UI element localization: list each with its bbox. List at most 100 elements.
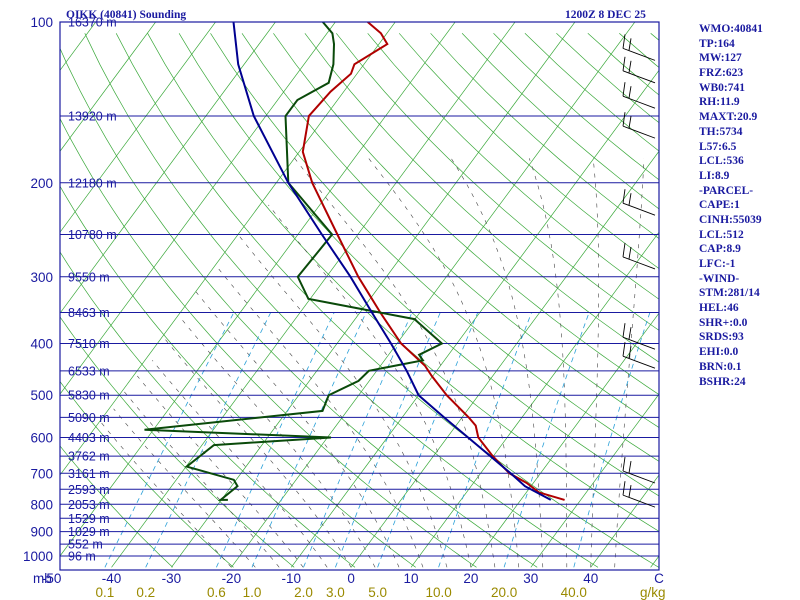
- chart-datetime: 1200Z 8 DEC 25: [565, 9, 646, 21]
- dewpoint-line: [144, 22, 444, 501]
- mixing-ratio-label: 5.0: [368, 585, 387, 600]
- mixing-ratio-line: [573, 312, 651, 568]
- moist-adiabat: [100, 421, 232, 568]
- wind-barb-flag: [628, 327, 632, 340]
- index-item: FRZ:623: [699, 67, 744, 80]
- moist-adiabat: [195, 291, 400, 568]
- index-item: L57:6.5: [699, 140, 737, 153]
- isotherm: [60, 22, 157, 152]
- height-label: 6533 m: [68, 364, 110, 378]
- wind-barb-flag: [628, 460, 632, 474]
- height-label: 16370 m: [68, 16, 117, 30]
- wind-barb: [622, 47, 656, 61]
- pressure-tick-label: 600: [30, 431, 53, 446]
- moist-adiabat: [529, 158, 568, 568]
- index-item: -PARCEL-: [699, 184, 754, 197]
- pressure-tick-label: 400: [30, 337, 53, 352]
- height-label: 1029 m: [68, 525, 110, 539]
- height-label: 9550 m: [68, 270, 110, 284]
- wind-barb-flag: [622, 112, 626, 127]
- wind-barb-flag: [622, 342, 626, 357]
- index-item: CAP:8.9: [699, 243, 741, 256]
- mixing-ratio-label: 40.0: [561, 585, 587, 600]
- grid-lines: [0, 10, 659, 568]
- dry-adiabat: [60, 251, 356, 568]
- wind-barb: [622, 256, 656, 270]
- mixing-ratio-label: 0.1: [95, 585, 114, 600]
- wind-barb-flag: [622, 34, 626, 49]
- temperature-tick-label: -10: [281, 571, 301, 586]
- mixing-ratio-line: [104, 312, 235, 568]
- temperature-tick-label: -40: [102, 571, 122, 586]
- moist-adiabat: [152, 360, 328, 568]
- isotherm: [171, 22, 576, 568]
- dry-adiabat: [147, 33, 659, 532]
- isotherm: [0, 10, 45, 567]
- moist-adiabat: [590, 158, 600, 568]
- dry-adiabat: [273, 33, 659, 395]
- wind-barbs: [622, 34, 656, 508]
- dry-adiabat: [84, 33, 599, 568]
- index-item: -WIND-: [699, 272, 740, 285]
- dry-adiabat: [210, 33, 659, 462]
- wind-barb-flag: [628, 485, 632, 498]
- pressure-tick-label: 1000: [23, 549, 53, 564]
- pressure-tick-label: 900: [30, 525, 53, 540]
- chart-title: OIKK (40841) Sounding: [66, 9, 186, 21]
- wind-barb-flag: [628, 116, 632, 129]
- height-label: 5830 m: [68, 389, 110, 403]
- wind-barb-flag: [628, 86, 632, 99]
- mixing-ratio-line: [503, 312, 590, 568]
- height-label: 2053 m: [68, 498, 110, 512]
- isotherm: [60, 22, 336, 395]
- mixing-ratio-label: 1.0: [243, 585, 262, 600]
- wind-barb-flag: [628, 60, 632, 73]
- mixing-ratio-label: 2.0: [294, 585, 313, 600]
- isotherm: [410, 231, 659, 568]
- index-item: BRN:0.1: [699, 360, 742, 373]
- height-label: 3161 m: [68, 467, 110, 481]
- height-label: 10780 m: [68, 228, 117, 242]
- wind-barb: [622, 336, 656, 350]
- temperature-tick-label: 0: [347, 571, 355, 586]
- height-label: 3762 m: [68, 450, 110, 464]
- mixing-ratio-label: 20.0: [491, 585, 517, 600]
- index-item: SHR+:0.0: [699, 316, 748, 329]
- axis-labels: 16370 m 13920 m 12180 m 10780 m 9550 m 8463 m…: [23, 15, 666, 600]
- pressure-tick-label: 500: [30, 388, 53, 403]
- temperature-tick-label: 30: [523, 571, 538, 586]
- height-label: 7510 m: [68, 337, 110, 351]
- temperature-tick-label: -20: [222, 571, 242, 586]
- temperature-unit-label: C: [654, 571, 664, 586]
- wind-barb: [622, 125, 656, 139]
- height-label: 12180 m: [68, 176, 117, 190]
- dry-adiabat: [60, 380, 234, 568]
- moist-adiabat: [237, 234, 448, 568]
- index-item: LFC:-1: [699, 258, 736, 270]
- index-item: LCL:512: [699, 228, 744, 241]
- plot-border: [59, 21, 660, 571]
- index-item: MAXT:20.9: [699, 111, 758, 124]
- temperature-tick-label: 40: [583, 571, 598, 586]
- index-item: LCL:536: [699, 155, 744, 168]
- height-label: 2593 m: [68, 483, 110, 497]
- mixing-ratio-label: 3.0: [326, 585, 345, 600]
- temperature-tick-label: -50: [42, 571, 62, 586]
- index-item: TP:164: [699, 37, 735, 50]
- isotherm: [111, 22, 516, 568]
- height-label: 8463 m: [68, 306, 110, 320]
- isotherm: [60, 22, 216, 233]
- temperature-tick-label: 10: [404, 571, 419, 586]
- index-item: WB0:741: [699, 81, 745, 94]
- isotherm: [470, 312, 659, 568]
- isotherm: [350, 150, 659, 568]
- index-item: CAPE:1: [699, 199, 740, 212]
- isotherm: [60, 22, 456, 557]
- moist-adiabat: [163, 337, 352, 568]
- index-item: HEL:46: [699, 302, 739, 315]
- wind-barb-flag: [622, 456, 626, 472]
- index-item: MW:127: [699, 52, 742, 65]
- temperature-tick-label: -30: [162, 571, 182, 586]
- moist-adiabat: [218, 268, 424, 568]
